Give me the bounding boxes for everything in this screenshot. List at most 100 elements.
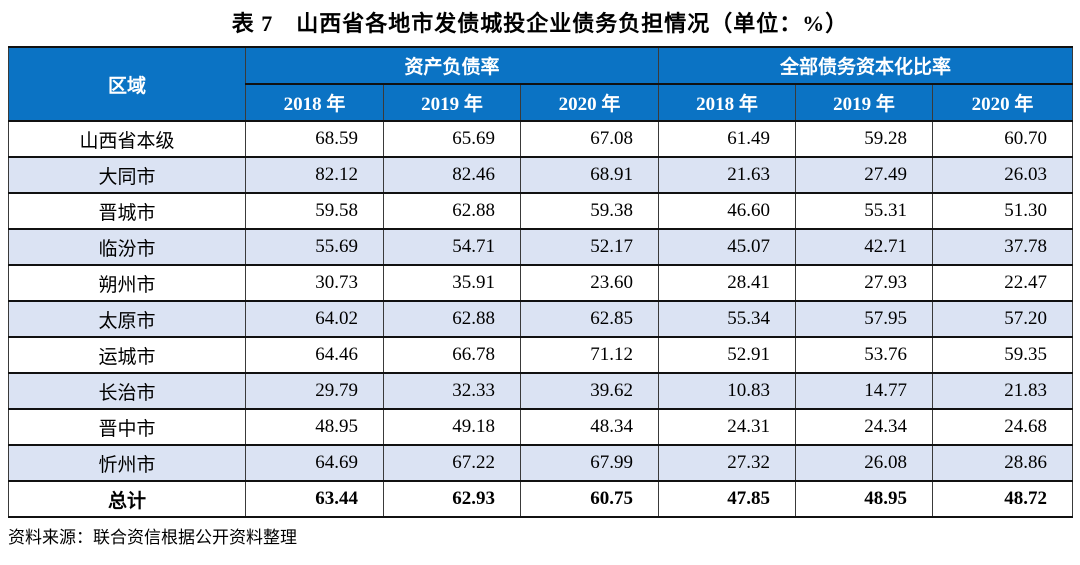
table-row: 大同市 82.12 82.46 68.91 21.63 27.49 26.03 [8,156,1074,194]
value-cell: 55.31 [795,192,934,230]
value-cell: 48.72 [932,480,1074,518]
table-row: 朔州市 30.73 35.91 23.60 28.41 27.93 22.47 [8,264,1074,302]
value-cell: 63.44 [245,480,384,518]
header-year-2020-group2: 2020 年 [932,83,1074,122]
value-cell: 48.95 [245,408,384,446]
table-row: 晋城市 59.58 62.88 59.38 46.60 55.31 51.30 [8,192,1074,230]
table-body: 山西省本级 68.59 65.69 67.08 61.49 59.28 60.70 大同市 82… [8,120,1074,518]
header-region: 区域 [8,46,246,122]
value-cell: 22.47 [932,264,1074,302]
table-row: 晋中市 48.95 49.18 48.34 24.31 24.34 24.68 [8,408,1074,446]
value-cell: 65.69 [383,120,521,158]
value-cell: 55.34 [658,300,797,338]
value-cell: 21.63 [658,156,797,194]
value-cell: 27.49 [795,156,934,194]
value-cell: 27.93 [795,264,934,302]
region-cell: 大同市 [8,156,246,194]
value-cell: 59.38 [519,192,660,230]
table-row: 总计 63.44 62.93 60.75 47.85 48.95 48.72 [8,480,1074,518]
value-cell: 67.99 [519,444,660,482]
region-cell: 忻州市 [8,444,246,482]
value-cell: 24.31 [658,408,797,446]
value-cell: 37.78 [932,228,1074,266]
value-cell: 10.83 [658,372,797,410]
header-year-2018-group1: 2018 年 [245,83,384,122]
value-cell: 59.28 [795,120,934,158]
header-year-2019-group2: 2019 年 [795,83,934,122]
value-cell: 46.60 [658,192,797,230]
value-cell: 62.93 [383,480,521,518]
value-cell: 66.78 [383,336,521,374]
value-cell: 48.95 [795,480,934,518]
region-cell: 运城市 [8,336,246,374]
value-cell: 29.79 [245,372,384,410]
value-cell: 26.03 [932,156,1074,194]
region-cell: 太原市 [8,300,246,338]
value-cell: 27.32 [658,444,797,482]
value-cell: 68.59 [245,120,384,158]
value-cell: 71.12 [519,336,660,374]
value-cell: 30.73 [245,264,384,302]
value-cell: 51.30 [932,192,1074,230]
value-cell: 55.69 [245,228,384,266]
value-cell: 62.88 [383,300,521,338]
value-cell: 68.91 [519,156,660,194]
region-cell: 长治市 [8,372,246,410]
value-cell: 48.34 [519,408,660,446]
header-year-2020-group1: 2020 年 [519,83,660,122]
header-row-groups: 区域 资产负债率 全部债务资本化比率 [8,46,1074,122]
debt-burden-table: 区域 资产负债率 全部债务资本化比率 2018 年 2019 年 2020 年 … [8,46,1074,518]
value-cell: 82.12 [245,156,384,194]
header-year-2019-group1: 2019 年 [383,83,521,122]
value-cell: 64.69 [245,444,384,482]
value-cell: 47.85 [658,480,797,518]
value-cell: 64.46 [245,336,384,374]
table-row: 山西省本级 68.59 65.69 67.08 61.49 59.28 60.70 [8,120,1074,158]
value-cell: 32.33 [383,372,521,410]
value-cell: 59.58 [245,192,384,230]
value-cell: 67.08 [519,120,660,158]
value-cell: 35.91 [383,264,521,302]
value-cell: 82.46 [383,156,521,194]
header-group-total-debt-capitalization-ratio: 全部债务资本化比率 [658,46,1074,85]
value-cell: 45.07 [658,228,797,266]
region-cell: 临汾市 [8,228,246,266]
table-row: 临汾市 55.69 54.71 52.17 45.07 42.71 37.78 [8,228,1074,266]
value-cell: 60.75 [519,480,660,518]
value-cell: 57.20 [932,300,1074,338]
value-cell: 60.70 [932,120,1074,158]
region-cell: 朔州市 [8,264,246,302]
value-cell: 26.08 [795,444,934,482]
value-cell: 53.76 [795,336,934,374]
region-cell: 山西省本级 [8,120,246,158]
value-cell: 28.86 [932,444,1074,482]
region-cell: 晋中市 [8,408,246,446]
table-header: 区域 资产负债率 全部债务资本化比率 2018 年 2019 年 2020 年 … [8,46,1074,122]
value-cell: 54.71 [383,228,521,266]
value-cell: 62.88 [383,192,521,230]
value-cell: 24.34 [795,408,934,446]
value-cell: 59.35 [932,336,1074,374]
value-cell: 49.18 [383,408,521,446]
value-cell: 28.41 [658,264,797,302]
value-cell: 62.85 [519,300,660,338]
table-title: 表 7 山西省各地市发债城投企业债务负担情况（单位：%） [231,11,849,36]
value-cell: 67.22 [383,444,521,482]
value-cell: 14.77 [795,372,934,410]
value-cell: 42.71 [795,228,934,266]
value-cell: 39.62 [519,372,660,410]
header-year-2018-group2: 2018 年 [658,83,797,122]
value-cell: 23.60 [519,264,660,302]
table-row: 运城市 64.46 66.78 71.12 52.91 53.76 59.35 [8,336,1074,374]
value-cell: 24.68 [932,408,1074,446]
table-row: 长治市 29.79 32.33 39.62 10.83 14.77 21.83 [8,372,1074,410]
region-cell: 总计 [8,480,246,518]
source-note: 资料来源：联合资信根据公开资料整理 [8,528,297,547]
value-cell: 61.49 [658,120,797,158]
value-cell: 52.91 [658,336,797,374]
header-group-asset-liability-ratio: 资产负债率 [244,46,660,85]
value-cell: 64.02 [245,300,384,338]
table-row: 忻州市 64.69 67.22 67.99 27.32 26.08 28.86 [8,444,1074,482]
region-cell: 晋城市 [8,192,246,230]
